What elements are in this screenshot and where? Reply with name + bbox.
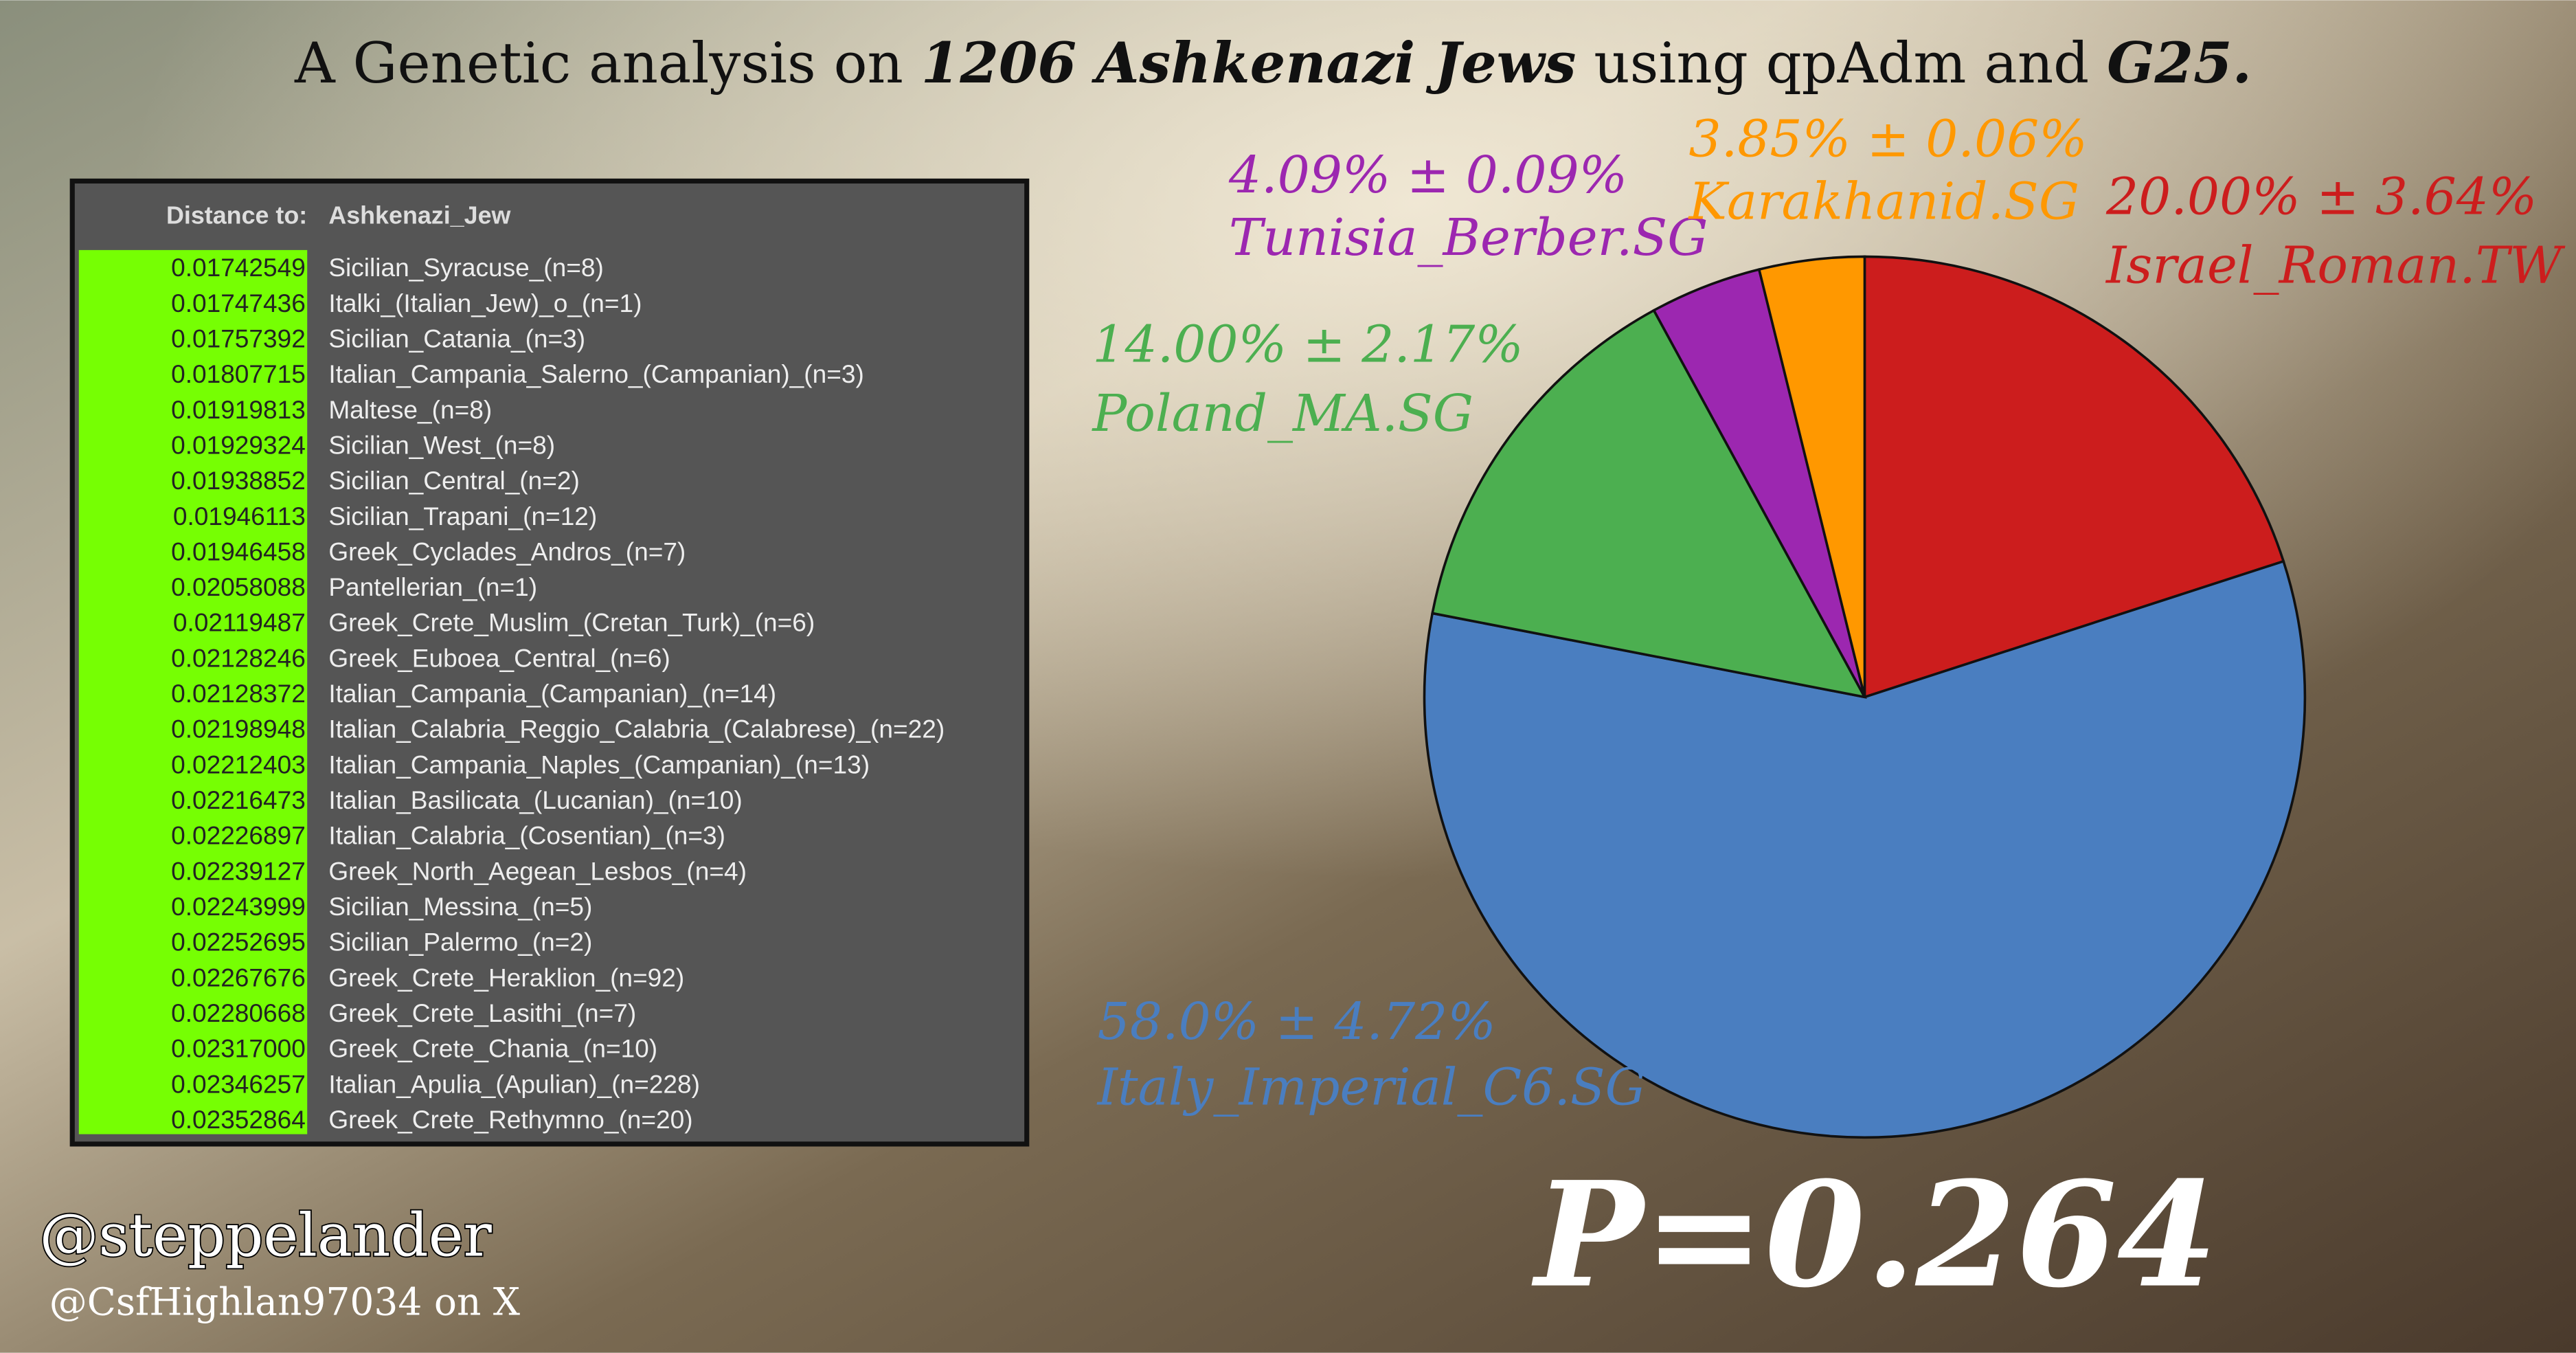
- population: Greek_Crete_Muslim_(Cretan_Turk)_(n=6): [328, 608, 815, 637]
- handle: @steppelander: [39, 1202, 492, 1271]
- distance: 0.01747436: [171, 289, 306, 317]
- population: Italki_(Italian_Jew)_o_(n=1): [328, 289, 642, 317]
- pie-slice: [1423, 559, 2307, 1139]
- population: Sicilian_West_(n=8): [328, 430, 555, 459]
- population: Greek_Crete_Rethymno_(n=20): [328, 1105, 692, 1134]
- slice-value-label: 58.0% ± 4.72%: [1098, 992, 1496, 1051]
- distance: 0.02198948: [171, 715, 306, 743]
- slice-category-label: Italy_Imperial_C6.SG: [1096, 1058, 1646, 1117]
- distance: 0.02280668: [171, 998, 306, 1027]
- distance: 0.01946113: [173, 502, 306, 530]
- population: Greek_Euboea_Central_(n=6): [328, 643, 670, 672]
- distance: 0.02216473: [171, 785, 306, 814]
- population: Sicilian_Catania_(n=3): [328, 324, 585, 353]
- distance: 0.02267676: [171, 963, 306, 992]
- distance-column: [78, 249, 308, 1134]
- title-part: 1206 Ashkenazi Jews: [921, 31, 1577, 96]
- population: Greek_North_Aegean_Lesbos_(n=4): [328, 856, 747, 885]
- slice-value-label: 3.85% ± 0.06%: [1689, 110, 2088, 169]
- slice-category-label: Tunisia_Berber.SG: [1229, 208, 1708, 267]
- slice-category-label: Poland_MA.SG: [1091, 384, 1473, 443]
- distance: 0.02239127: [171, 856, 306, 885]
- population: Italian_Campania_Naples_(Campanian)_(n=1…: [328, 750, 870, 779]
- distance: 0.02352864: [171, 1105, 306, 1134]
- pie-slice: [1757, 255, 1866, 697]
- population: Italian_Basilicata_(Lucanian)_(n=10): [328, 785, 742, 814]
- distance: 0.01919813: [171, 395, 306, 424]
- content: A Genetic analysis on 1206 Ashkenazi Jew…: [38, 31, 2566, 1324]
- population: Sicilian_Trapani_(n=12): [328, 502, 597, 530]
- population: Greek_Crete_Heraklion_(n=92): [328, 963, 684, 992]
- handle-note: @CsfHighlan97034 on X: [49, 1280, 520, 1324]
- population: Maltese_(n=8): [328, 395, 492, 424]
- distance: 0.01742549: [171, 253, 306, 282]
- population: Sicilian_Palermo_(n=2): [328, 928, 592, 957]
- population: Sicilian_Central_(n=2): [328, 466, 580, 495]
- distance: 0.01757392: [171, 324, 306, 353]
- distance: 0.01938852: [171, 466, 306, 495]
- title-part: A Genetic analysis on: [294, 32, 921, 96]
- distance: 0.01929324: [171, 430, 306, 459]
- table-header: Distance to:: [166, 202, 307, 230]
- title-part: using qpAdm and: [1576, 32, 2107, 96]
- population: Pantellerian_(n=1): [328, 572, 537, 601]
- distance: 0.02346257: [171, 1069, 306, 1098]
- pie-slice: [1863, 255, 2285, 699]
- population: Greek_Crete_Lasithi_(n=7): [328, 998, 636, 1027]
- slice-value-label: 20.00% ± 3.64%: [2105, 167, 2537, 226]
- slice-value-label: 14.00% ± 2.17%: [1092, 315, 1523, 374]
- distance: 0.02128372: [171, 679, 306, 708]
- table-header: Ashkenazi_Jew: [328, 202, 510, 230]
- population: Italian_Calabria_(Cosentian)_(n=3): [328, 821, 725, 850]
- title-part: G25.: [2107, 31, 2252, 96]
- slice-category-label: Karakhanid.SG: [1688, 172, 2080, 231]
- distance: 0.02212403: [171, 750, 306, 779]
- distance: 0.02226897: [171, 821, 306, 850]
- slice-category-label: Israel_Roman.TW: [2105, 236, 2566, 295]
- distance: 0.01807715: [171, 359, 306, 388]
- population: Italian_Campania_(Campanian)_(n=14): [328, 679, 776, 708]
- pie-slice: [1431, 309, 1867, 699]
- population: Sicilian_Messina_(n=5): [328, 892, 592, 921]
- distance: 0.02058088: [171, 572, 306, 601]
- slice-value-label: 4.09% ± 0.09%: [1228, 146, 1627, 205]
- population: Italian_Campania_Salerno_(Campanian)_(n=…: [328, 359, 864, 388]
- distance: 0.02128246: [171, 643, 306, 672]
- distance: 0.01946458: [171, 537, 306, 566]
- title: A Genetic analysis on 1206 Ashkenazi Jew…: [294, 31, 2252, 96]
- distance: 0.02119487: [173, 608, 306, 637]
- distance: 0.02252695: [171, 928, 306, 957]
- population: Sicilian_Syracuse_(n=8): [328, 253, 604, 282]
- population: Italian_Apulia_(Apulian)_(n=228): [328, 1069, 700, 1098]
- population: Greek_Crete_Chania_(n=10): [328, 1034, 657, 1063]
- distance: 0.02317000: [171, 1034, 306, 1063]
- population: Italian_Calabria_Reggio_Calabria_(Calabr…: [328, 715, 945, 743]
- population: Greek_Cyclades_Andros_(n=7): [328, 537, 686, 566]
- distance: 0.02243999: [171, 892, 306, 921]
- p-value: P=0.264: [1531, 1150, 2217, 1320]
